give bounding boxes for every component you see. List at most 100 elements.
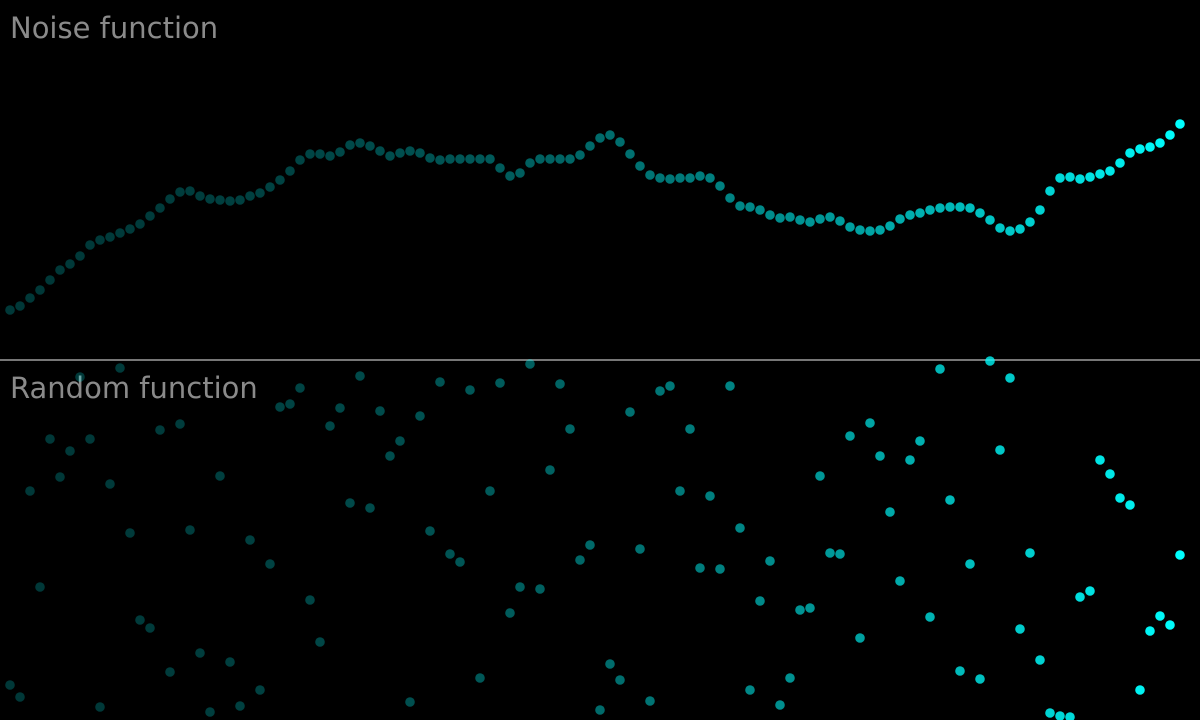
dot — [865, 418, 875, 428]
dot — [65, 259, 75, 269]
dot — [995, 445, 1005, 455]
dot — [45, 275, 55, 285]
dot — [435, 377, 445, 387]
dot — [735, 523, 745, 533]
dot — [1175, 119, 1185, 129]
dot — [765, 210, 775, 220]
dot — [505, 608, 515, 618]
dot — [935, 364, 945, 374]
dot — [695, 171, 705, 181]
dot — [1155, 138, 1165, 148]
dot — [1165, 130, 1175, 140]
dot — [15, 692, 25, 702]
dot — [365, 503, 375, 513]
dot — [255, 188, 265, 198]
dot — [75, 251, 85, 261]
dot — [755, 596, 765, 606]
dot — [355, 138, 365, 148]
dot — [155, 425, 165, 435]
dot — [515, 582, 525, 592]
dot — [555, 154, 565, 164]
dot — [35, 285, 45, 295]
dot — [695, 563, 705, 573]
dot — [175, 419, 185, 429]
dot — [885, 221, 895, 231]
dot — [515, 168, 525, 178]
dot — [215, 471, 225, 481]
dot — [75, 372, 85, 382]
dot — [605, 659, 615, 669]
dot — [395, 436, 405, 446]
dot — [475, 154, 485, 164]
dot — [685, 173, 695, 183]
dot — [785, 212, 795, 222]
panel-title: Random function — [10, 371, 258, 405]
dot — [1015, 224, 1025, 234]
dot — [235, 195, 245, 205]
dot — [435, 155, 445, 165]
dot — [945, 495, 955, 505]
dot — [745, 202, 755, 212]
dot — [1155, 611, 1165, 621]
dot — [795, 605, 805, 615]
dot — [425, 526, 435, 536]
dot — [65, 446, 75, 456]
dot — [455, 154, 465, 164]
dot — [375, 406, 385, 416]
dot — [145, 623, 155, 633]
dot — [965, 559, 975, 569]
dot — [985, 356, 995, 366]
dot — [825, 212, 835, 222]
dot — [165, 194, 175, 204]
dot — [1105, 469, 1115, 479]
dot — [245, 535, 255, 545]
dot — [85, 240, 95, 250]
dot — [1025, 548, 1035, 558]
dot — [285, 166, 295, 176]
dot — [1055, 711, 1065, 720]
dot — [815, 471, 825, 481]
dot — [1105, 166, 1115, 176]
dot — [565, 154, 575, 164]
dot — [1085, 586, 1095, 596]
dot — [1025, 217, 1035, 227]
dot — [655, 173, 665, 183]
dot — [1035, 205, 1045, 215]
dot — [5, 305, 15, 315]
dot — [765, 556, 775, 566]
dot — [55, 472, 65, 482]
dot — [265, 182, 275, 192]
dot — [335, 403, 345, 413]
dot — [175, 187, 185, 197]
dot — [625, 407, 635, 417]
dot — [285, 399, 295, 409]
dot — [245, 191, 255, 201]
dot — [935, 203, 945, 213]
dot — [195, 648, 205, 658]
dot — [525, 359, 535, 369]
dot — [215, 195, 225, 205]
dot — [55, 265, 65, 275]
dot — [145, 211, 155, 221]
dot — [815, 214, 825, 224]
dot — [895, 576, 905, 586]
dot — [775, 213, 785, 223]
dot — [955, 666, 965, 676]
dot — [615, 137, 625, 147]
dot — [1125, 148, 1135, 158]
dot — [295, 383, 305, 393]
dot — [395, 148, 405, 158]
dot — [295, 155, 305, 165]
dot — [635, 161, 645, 171]
dot — [325, 421, 335, 431]
dot — [405, 146, 415, 156]
dot — [465, 154, 475, 164]
dot — [775, 700, 785, 710]
dot — [835, 216, 845, 226]
dot — [465, 385, 475, 395]
dot — [605, 130, 615, 140]
dot — [645, 170, 655, 180]
dot — [1175, 550, 1185, 560]
dot — [1095, 455, 1105, 465]
